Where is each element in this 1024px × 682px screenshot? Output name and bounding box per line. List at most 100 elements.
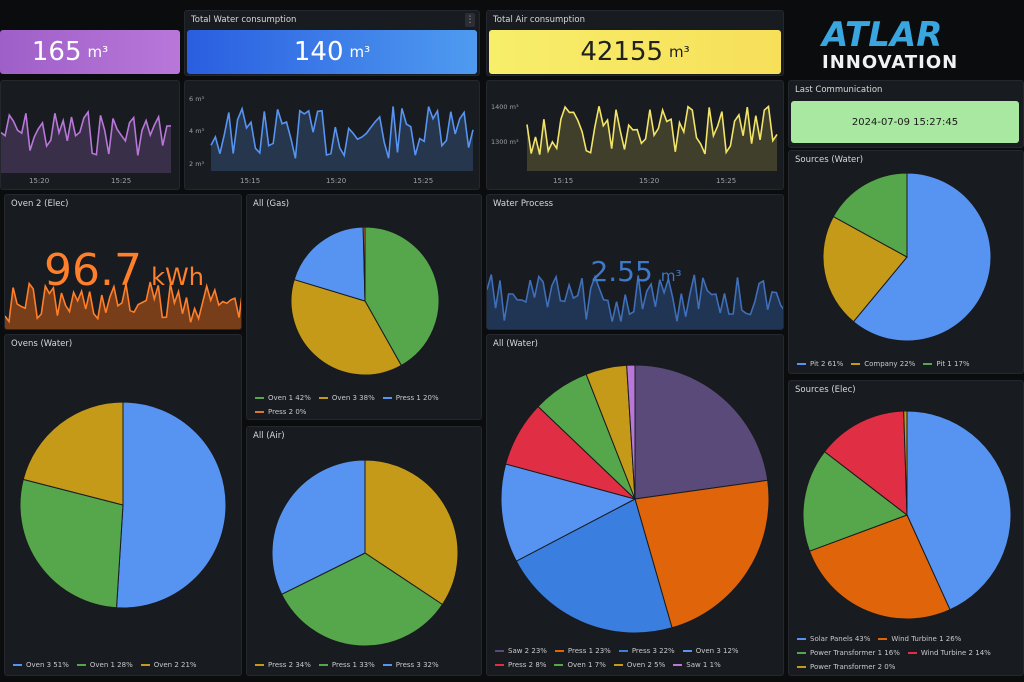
pie-slice-oven-3[interactable]	[500, 463, 637, 562]
legend-item[interactable]: Saw 2 23%	[495, 647, 547, 655]
legend-item[interactable]: Company 22%	[851, 360, 915, 368]
legend-item[interactable]: Power Transformer 1 16%	[797, 649, 900, 657]
legend-label: Press 2 8%	[508, 661, 547, 669]
pie-slice-press-1[interactable]	[281, 552, 444, 647]
legend-item[interactable]: Oven 1 7%	[554, 661, 606, 669]
stat-elec-unit: m³	[87, 43, 109, 61]
legend-item[interactable]: Oven 2 21%	[140, 661, 197, 669]
ovens-water-legend: Oven 3 51% Oven 1 28% Oven 2 21%	[13, 658, 239, 672]
panel-title: Last Communication	[795, 85, 883, 95]
atlar-logo: ATLAR INNOVATION	[790, 8, 1024, 78]
legend-item[interactable]: Saw 1 1%	[673, 661, 721, 669]
legend-label: Oven 3 12%	[695, 647, 739, 655]
legend-label: Oven 1 28%	[89, 661, 133, 669]
water-process-background-series	[487, 274, 783, 329]
pie-slice-press-3[interactable]	[515, 498, 673, 634]
air-consumption-panel: Total Air consumption 42155 m³	[486, 10, 784, 76]
legend-item[interactable]: Press 1 20%	[382, 394, 439, 402]
panel-title: All (Gas)	[253, 199, 290, 209]
legend-label: Oven 1 42%	[268, 394, 311, 402]
legend-item[interactable]: Press 3 32%	[382, 661, 439, 669]
legend-label: Saw 2 23%	[508, 647, 547, 655]
legend-item[interactable]: Solar Panels 43%	[797, 635, 870, 643]
pie-slice-press-3[interactable]	[271, 459, 366, 595]
legend-item[interactable]: Press 2 0%	[255, 408, 306, 416]
all-water-panel: All (Water) Saw 2 23% Press 1 23% Press 3 …	[486, 334, 784, 676]
legend-swatch	[878, 638, 888, 640]
legend-item[interactable]: Oven 3 51%	[13, 661, 69, 669]
pie-slice-company[interactable]	[822, 215, 908, 323]
all-air-pie	[271, 459, 459, 647]
legend-label: Press 2 34%	[268, 661, 311, 669]
legend-swatch	[673, 664, 683, 666]
pie-slice-oven-3[interactable]	[290, 278, 403, 376]
legend-item[interactable]: Pit 2 61%	[797, 360, 843, 368]
legend-item[interactable]: Wind Turbine 2 14%	[907, 649, 991, 657]
legend-label: Pit 2 61%	[810, 360, 844, 368]
elec-timeseries-panel: 15:20 15:25	[0, 80, 180, 190]
pie-slice-oven-3[interactable]	[116, 401, 227, 609]
pie-slice-oven-2[interactable]	[22, 401, 124, 506]
y-tick: 2 m³	[189, 160, 205, 168]
y-tick: 1300 m³	[491, 138, 519, 146]
pie-slice-saw-2[interactable]	[634, 364, 769, 500]
legend-label: Oven 3 38%	[331, 394, 375, 402]
legend-item[interactable]: Power Transformer 2 0%	[797, 663, 895, 671]
all-gas-pie	[290, 226, 440, 376]
series-line	[526, 104, 778, 155]
legend-label: Press 3 32%	[395, 661, 439, 669]
sources-elec-pie	[802, 410, 1012, 620]
legend-item[interactable]: Oven 1 28%	[76, 661, 133, 669]
legend-label: Pit 1 17%	[936, 360, 970, 368]
oven2-value: 96.7	[44, 245, 143, 296]
stat-water-unit: m³	[349, 43, 371, 61]
legend-label: Saw 1 1%	[686, 661, 721, 669]
legend-swatch	[682, 650, 692, 652]
pie-slice-press-1[interactable]	[634, 479, 770, 629]
legend-item[interactable]: Pit 1 17%	[923, 360, 970, 368]
legend-item[interactable]: Oven 2 5%	[613, 661, 665, 669]
pie-slice-press-1[interactable]	[293, 226, 366, 302]
legend-swatch	[797, 363, 806, 365]
legend-label: Solar Panels 43%	[810, 635, 871, 643]
legend-label: Wind Turbine 1 26%	[891, 635, 962, 643]
legend-item[interactable]: Press 1 33%	[318, 661, 375, 669]
series-area	[527, 106, 777, 171]
pie-slice-wind-turbine-1[interactable]	[808, 514, 951, 620]
pie-slice-power-transformer-2[interactable]	[903, 410, 908, 516]
legend-swatch	[495, 664, 504, 666]
air-timeseries	[526, 104, 778, 171]
y-tick: 4 m³	[189, 127, 205, 135]
legend-item[interactable]: Press 2 8%	[495, 661, 546, 669]
legend-item[interactable]: Oven 3 12%	[682, 647, 739, 655]
legend-item[interactable]: Oven 1 42%	[255, 394, 311, 402]
pie-slice-pit-1[interactable]	[832, 172, 908, 258]
legend-item[interactable]: Wind Turbine 1 26%	[878, 635, 961, 643]
pie-slice-wind-turbine-2[interactable]	[823, 410, 908, 517]
all-air-legend: Press 2 34% Press 1 33% Press 3 32%	[255, 658, 477, 672]
legend-swatch	[318, 664, 328, 666]
legend-item[interactable]: Press 3 22%	[618, 647, 675, 655]
legend-item[interactable]: Oven 3 38%	[318, 394, 375, 402]
legend-label: Oven 2 21%	[153, 661, 197, 669]
pie-slice-press-2[interactable]	[362, 226, 366, 302]
legend-swatch	[76, 664, 86, 666]
pie-slice-power-transformer-1[interactable]	[802, 450, 909, 552]
water-process-unit: m³	[660, 267, 682, 285]
legend-item[interactable]: Press 1 23%	[554, 647, 611, 655]
x-tick: 15:25	[111, 177, 132, 185]
pie-slice-solar-panels[interactable]	[906, 410, 1012, 611]
water-timeseries-panel: 6 m³ 4 m³ 2 m³ 15:15 15:20 15:25	[184, 80, 480, 190]
pie-slice-saw-1[interactable]	[626, 364, 636, 500]
pie-slice-oven-1[interactable]	[364, 226, 440, 367]
stat-elec-total: 165 m³	[0, 30, 180, 74]
pie-slice-oven-1[interactable]	[19, 478, 124, 609]
legend-swatch	[907, 652, 917, 654]
y-tick: 1400 m³	[491, 103, 519, 111]
panel-menu-icon[interactable]: ⋮	[465, 13, 475, 27]
sources-water-panel: Sources (Water) Pit 2 61% Company 22% Pit …	[788, 150, 1024, 374]
legend-swatch	[495, 650, 504, 652]
legend-item[interactable]: Press 2 34%	[255, 661, 311, 669]
pie-slice-pit-2[interactable]	[852, 172, 992, 342]
water-process-value: 2.55	[590, 255, 653, 288]
